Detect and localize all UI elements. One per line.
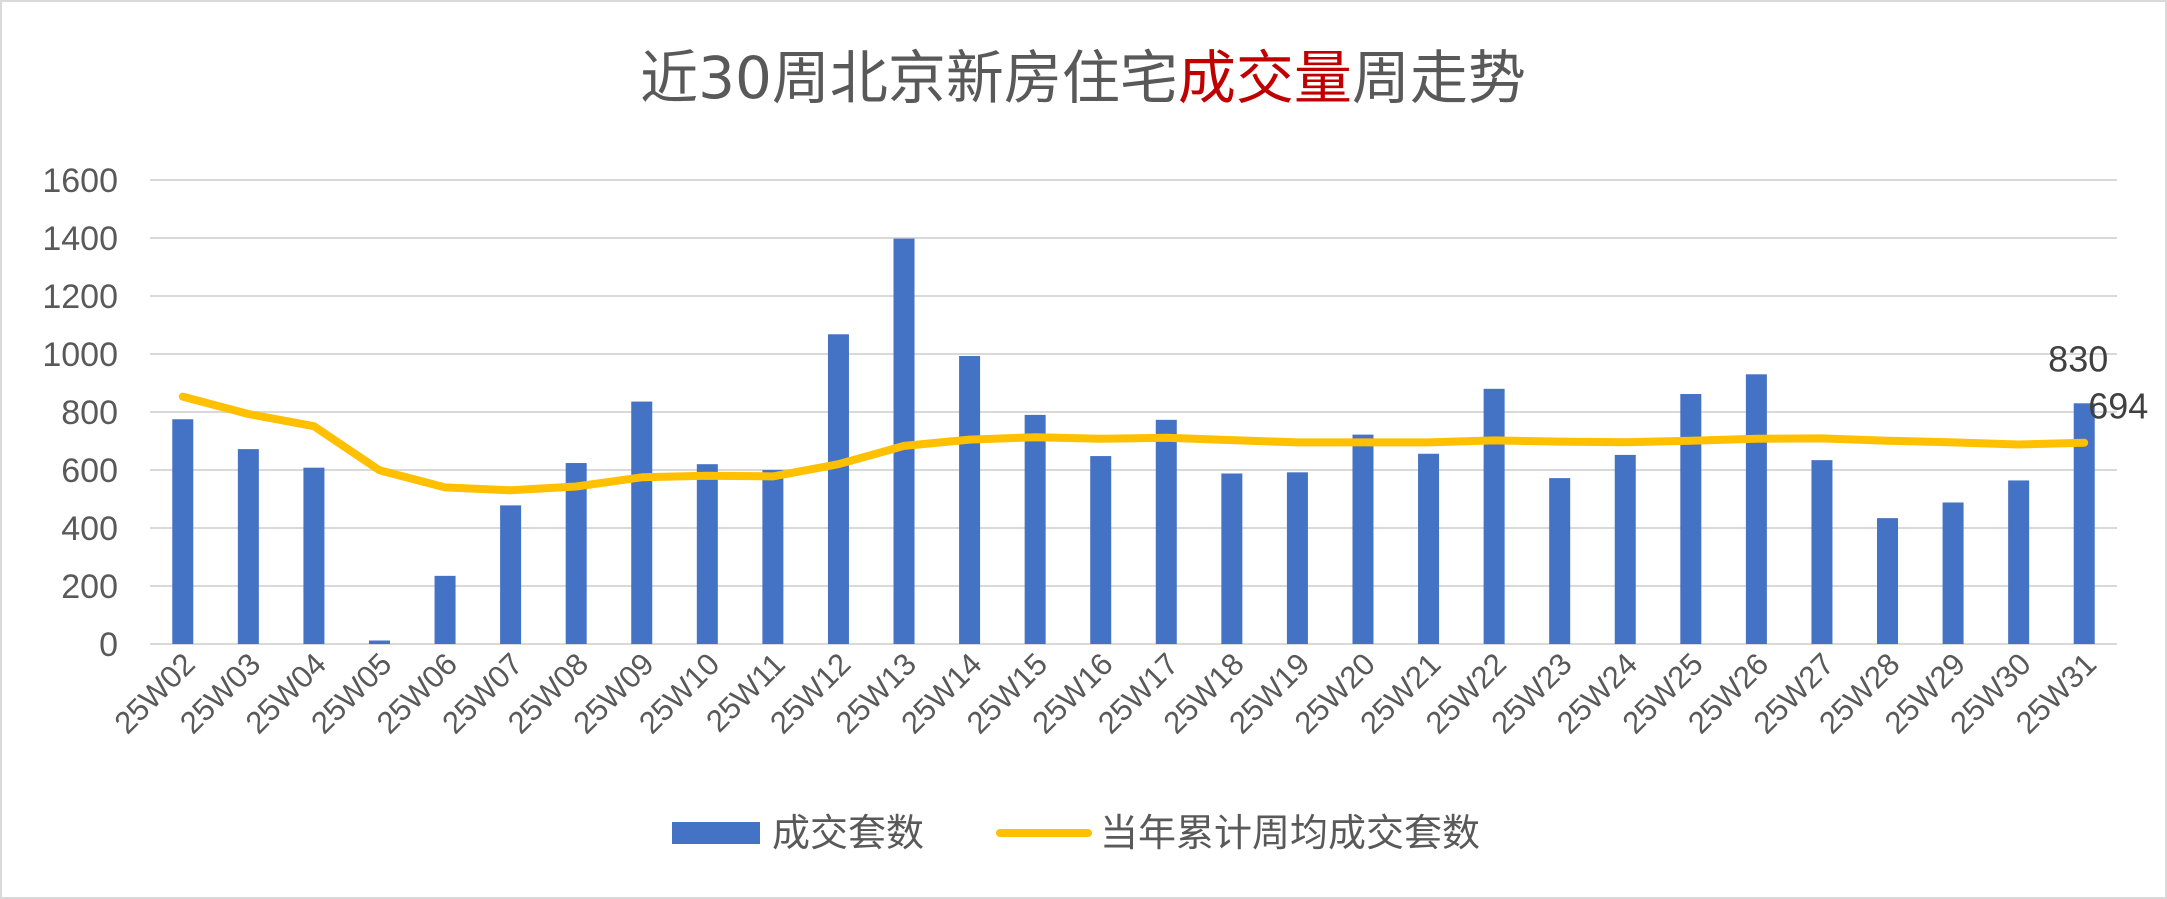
line-point <box>378 469 380 471</box>
bar <box>1155 419 1177 644</box>
bar <box>368 640 390 644</box>
bar-data-label: 830 <box>2048 338 2108 379</box>
line-point <box>1887 440 1889 442</box>
line-data-label: 694 <box>2088 386 2148 427</box>
y-tick-label: 1400 <box>42 220 118 258</box>
line-point <box>706 475 708 477</box>
line-point <box>575 486 577 488</box>
line-point <box>1624 441 1626 443</box>
line-point <box>1034 436 1036 438</box>
bar <box>434 575 456 644</box>
bar <box>2008 480 2030 644</box>
bar <box>172 419 194 644</box>
bar <box>565 463 587 644</box>
line-point <box>510 489 512 491</box>
x-axis: 25W0225W0325W0425W0525W0625W0725W0825W09… <box>108 646 2104 740</box>
y-tick-label: 600 <box>61 452 118 490</box>
line-point <box>2083 442 2085 444</box>
y-axis: 0 200 400 600 800 1000 1200 1400 1600 <box>42 162 118 664</box>
bar <box>631 401 653 644</box>
line-point <box>837 463 839 465</box>
line-point <box>1362 441 1364 443</box>
line-point <box>641 476 643 478</box>
bar <box>1221 473 1243 644</box>
bar <box>1614 454 1636 644</box>
y-tick-label: 400 <box>61 510 118 548</box>
y-tick-label: 800 <box>61 394 118 432</box>
bar <box>303 467 325 644</box>
bar <box>1024 414 1046 644</box>
bar <box>1942 502 1964 644</box>
bar <box>893 238 915 644</box>
title-segment: 周走势 <box>1352 44 1526 112</box>
line-point <box>903 445 905 447</box>
legend-bar-swatch <box>672 822 760 844</box>
bar <box>1090 456 1112 644</box>
y-tick-label: 1000 <box>42 336 118 374</box>
bar <box>1549 478 1571 644</box>
y-tick-label: 200 <box>61 568 118 606</box>
line-point <box>1493 439 1495 441</box>
bar <box>762 470 784 644</box>
line-point <box>1559 441 1561 443</box>
bar <box>1483 388 1505 644</box>
line-point <box>1821 437 1823 439</box>
line-path <box>178 392 2089 495</box>
legend-bar-label: 成交套数 <box>772 811 924 855</box>
line-point <box>969 439 971 441</box>
bar <box>696 464 718 644</box>
bar <box>2073 403 2095 644</box>
line-point <box>1231 439 1233 441</box>
bar <box>1745 374 1767 644</box>
legend: 成交套数 当年累计周均成交套数 <box>672 811 1480 855</box>
line-point <box>182 396 184 398</box>
bar <box>1877 518 1899 644</box>
bar <box>1418 453 1440 644</box>
bar <box>959 356 981 644</box>
line-point <box>2018 443 2020 445</box>
line-point <box>247 413 249 415</box>
line-point <box>1296 441 1298 443</box>
bar <box>1680 394 1702 644</box>
line-point <box>1428 441 1430 443</box>
title-segment: 成交量 <box>1178 44 1352 112</box>
line-point <box>1690 440 1692 442</box>
line-series <box>178 392 2089 495</box>
bar <box>1286 472 1308 644</box>
bar <box>1352 434 1374 644</box>
bar <box>827 334 849 644</box>
line-point <box>1755 438 1757 440</box>
legend-line-label: 当年累计周均成交套数 <box>1100 811 1480 855</box>
line-point <box>1165 437 1167 439</box>
bar <box>237 449 259 644</box>
y-tick-label: 1600 <box>42 162 118 200</box>
bar-series <box>172 238 2095 644</box>
line-point <box>1100 438 1102 440</box>
bar <box>1811 460 1833 644</box>
line-point <box>772 475 774 477</box>
title-segment: 近30周北京新房住宅 <box>640 44 1178 112</box>
bar <box>500 505 522 644</box>
grid-lines <box>150 179 2117 645</box>
y-tick-label: 0 <box>99 626 118 664</box>
line-point <box>313 425 315 427</box>
chart-title: 近30周北京新房住宅成交量周走势 <box>640 44 1526 112</box>
line-point <box>1952 441 1954 443</box>
y-tick-label: 1200 <box>42 278 118 316</box>
line-point <box>444 486 446 488</box>
